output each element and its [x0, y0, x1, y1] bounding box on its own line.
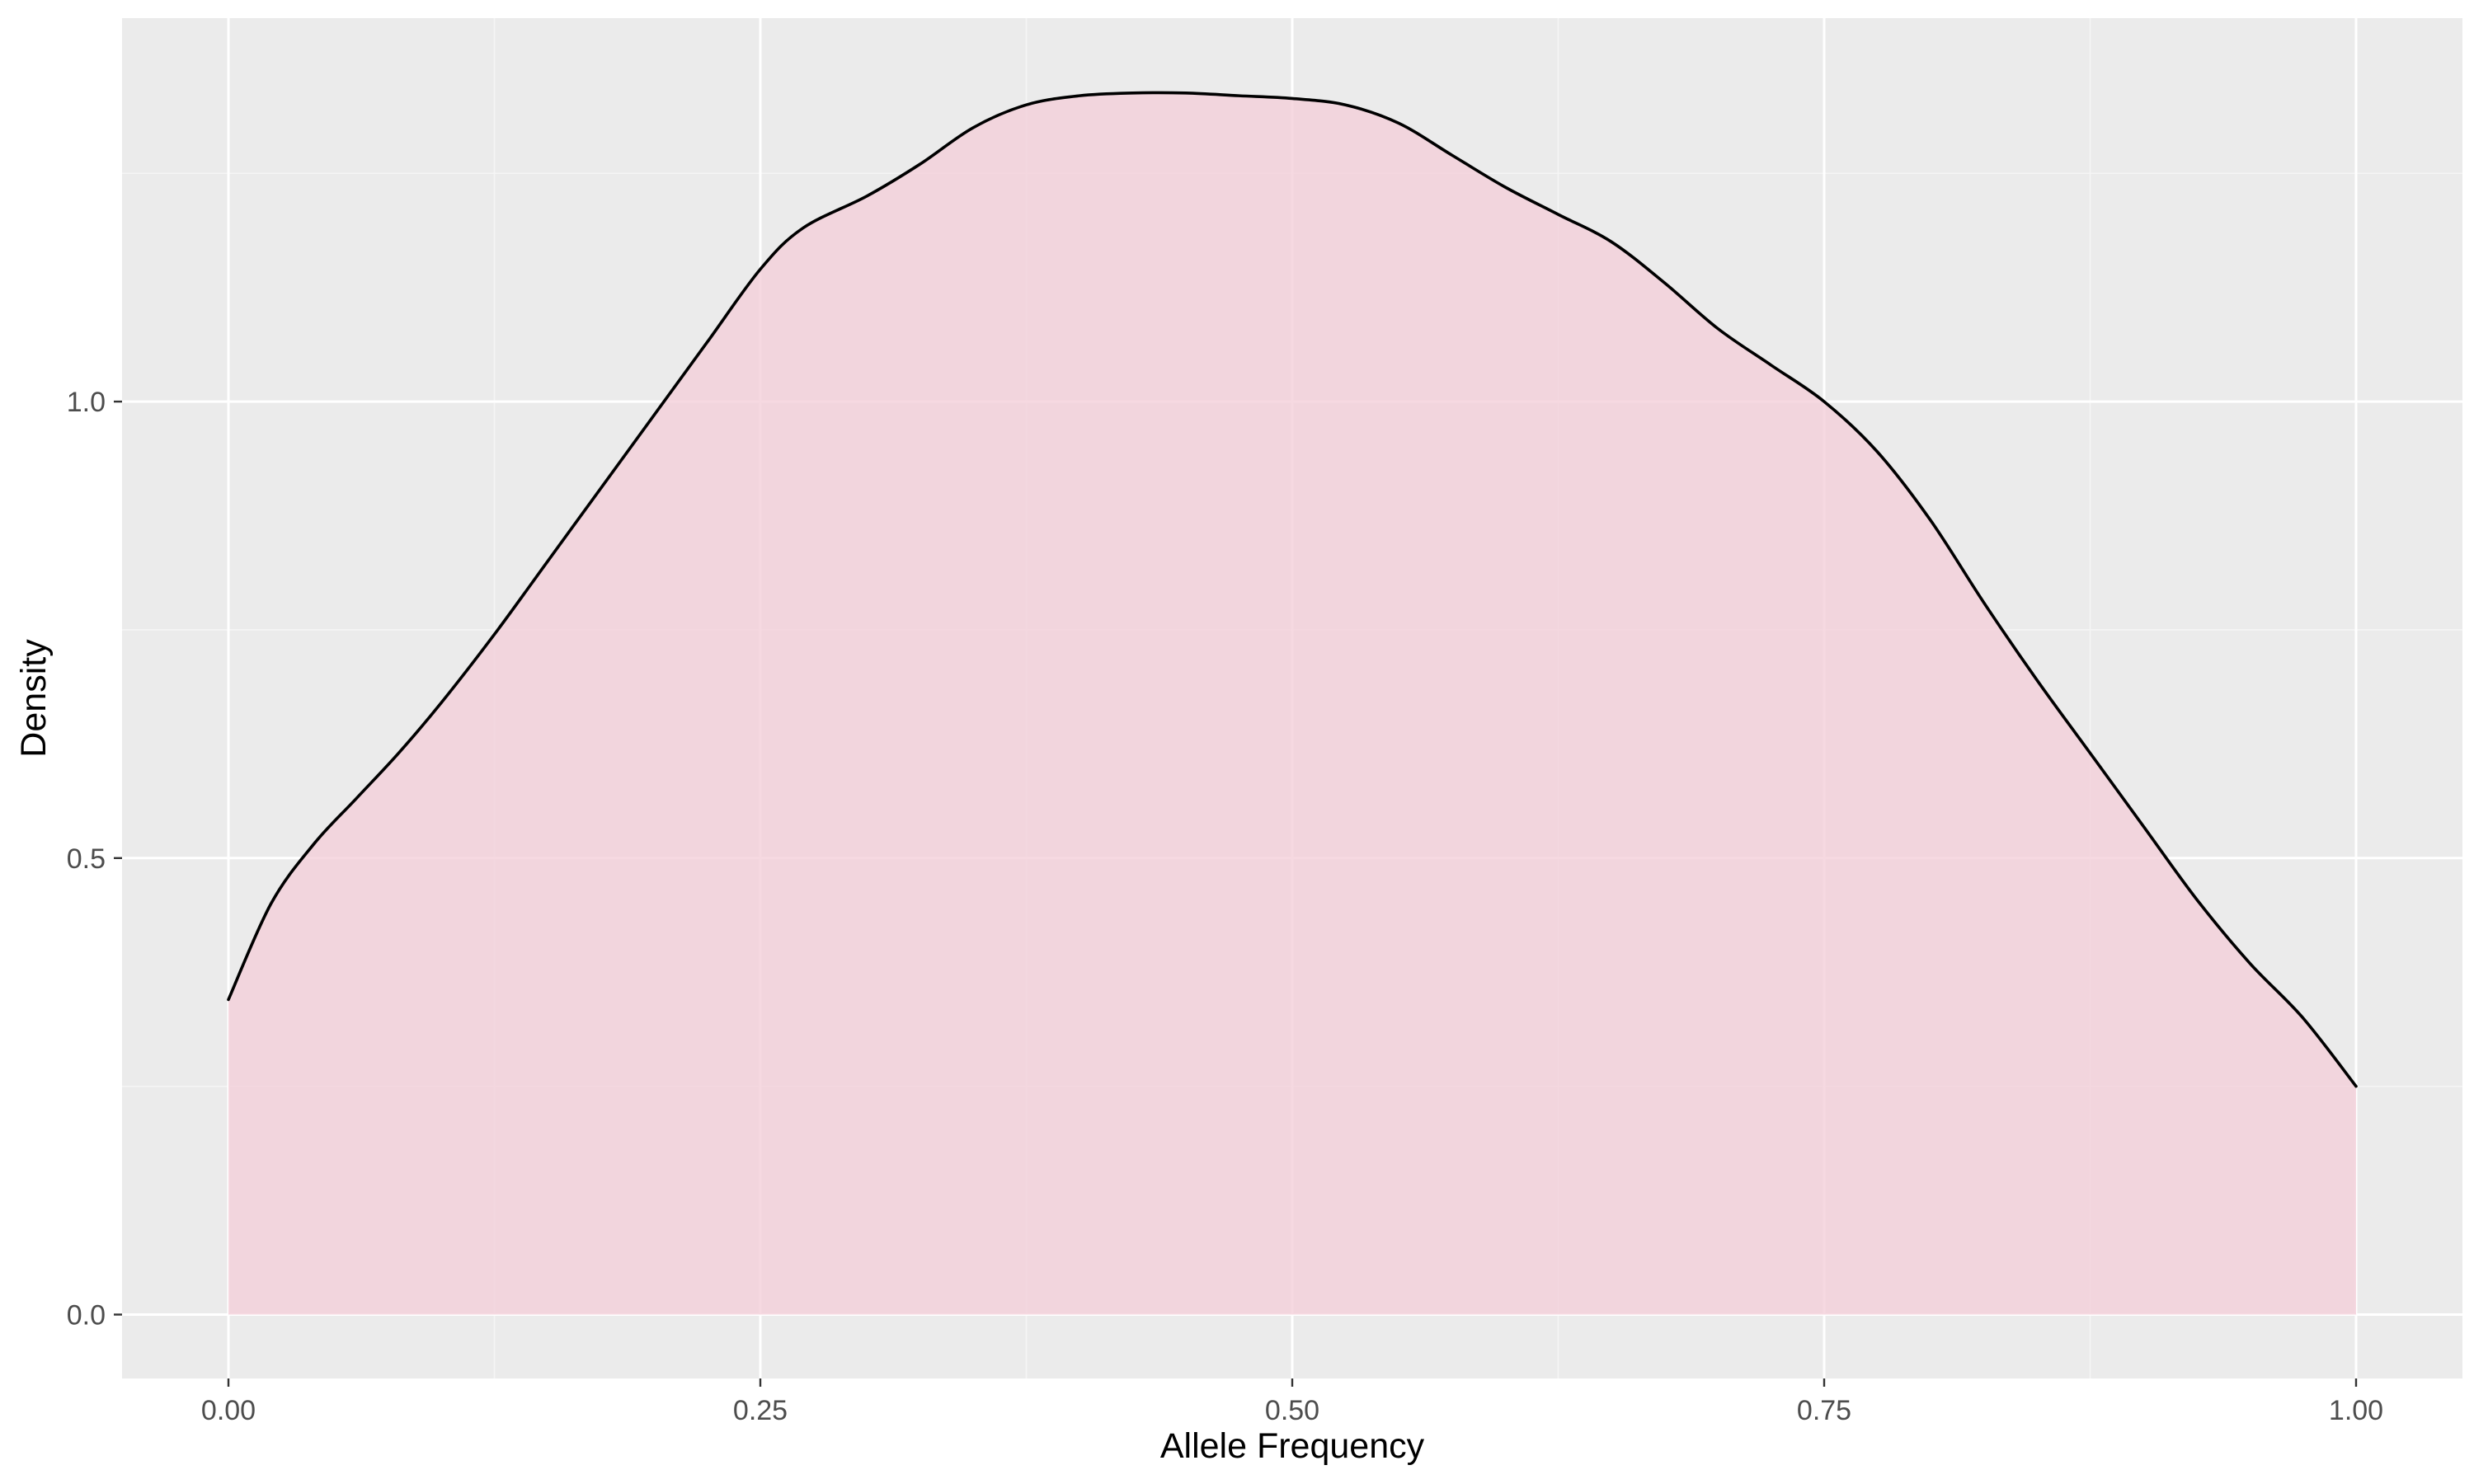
density-curve	[227, 91, 2358, 1088]
x-tick-label: 0.25	[733, 1395, 788, 1426]
x-tick-label: 0.75	[1797, 1395, 1851, 1426]
y-axis-title: Density	[14, 639, 54, 758]
x-axis-title: Allele Frequency	[1160, 1426, 1425, 1466]
y-tick-label: 1.0	[67, 387, 106, 418]
x-tick-label: 0.50	[1265, 1395, 1319, 1426]
x-tick-label: 0.00	[201, 1395, 256, 1426]
y-axis: 0.0 0.5 1.0	[67, 387, 122, 1331]
y-tick-label: 0.0	[67, 1299, 106, 1331]
y-tick-label: 0.5	[67, 843, 106, 875]
x-axis: 0.00 0.25 0.50 0.75 1.00	[201, 1378, 2383, 1426]
x-tick-label: 1.00	[2329, 1395, 2383, 1426]
density-area	[228, 92, 2356, 1315]
